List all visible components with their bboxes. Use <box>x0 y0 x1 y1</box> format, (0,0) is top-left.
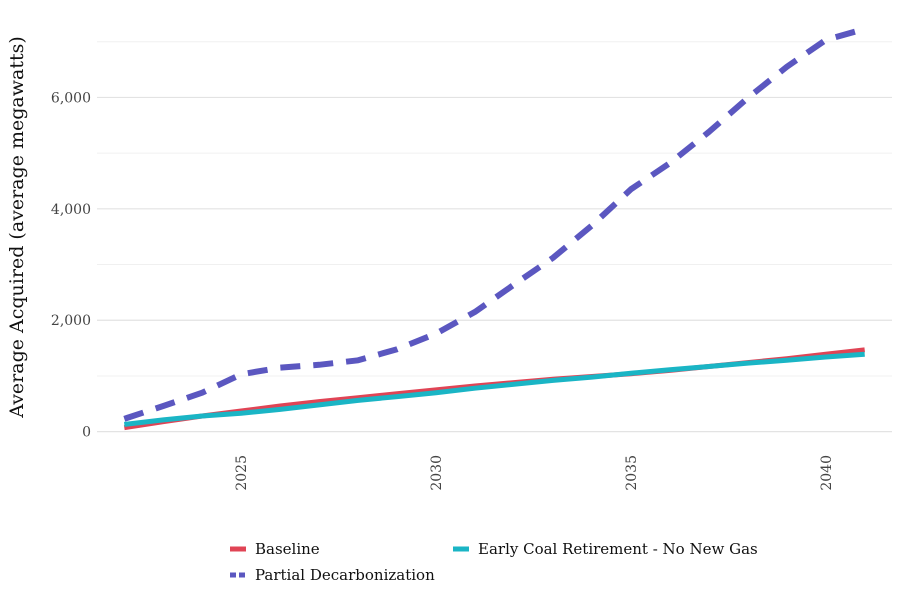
y-tick-label: 2,000 <box>51 313 91 329</box>
x-tick-label: 2030 <box>429 455 445 491</box>
y-tick-label: 0 <box>82 425 91 441</box>
legend: Baseline Partial Decarbonization Early Coa… <box>230 540 758 584</box>
gridlines <box>97 41 892 433</box>
legend-label: Early Coal Retirement - No New Gas <box>478 540 758 558</box>
y-tick-label: 6,000 <box>51 90 91 106</box>
y-axis: 0 2,000 4,000 6,000 <box>51 90 91 440</box>
legend-label: Baseline <box>255 540 320 558</box>
series-line-early-coal-retirement-no-new-gas <box>124 351 865 427</box>
y-axis-title: Average Acquired (average megawatts) <box>6 36 28 419</box>
x-tick-label: 2025 <box>234 455 250 491</box>
x-tick-label: 2035 <box>624 455 640 491</box>
series-line-partial-decarbonization <box>123 26 866 422</box>
y-tick-label: 4,000 <box>51 202 91 218</box>
x-axis: 2025 2030 2035 2040 <box>234 455 835 491</box>
series-group <box>123 26 866 431</box>
legend-label: Partial Decarbonization <box>255 566 435 584</box>
x-tick-label: 2040 <box>819 455 835 491</box>
